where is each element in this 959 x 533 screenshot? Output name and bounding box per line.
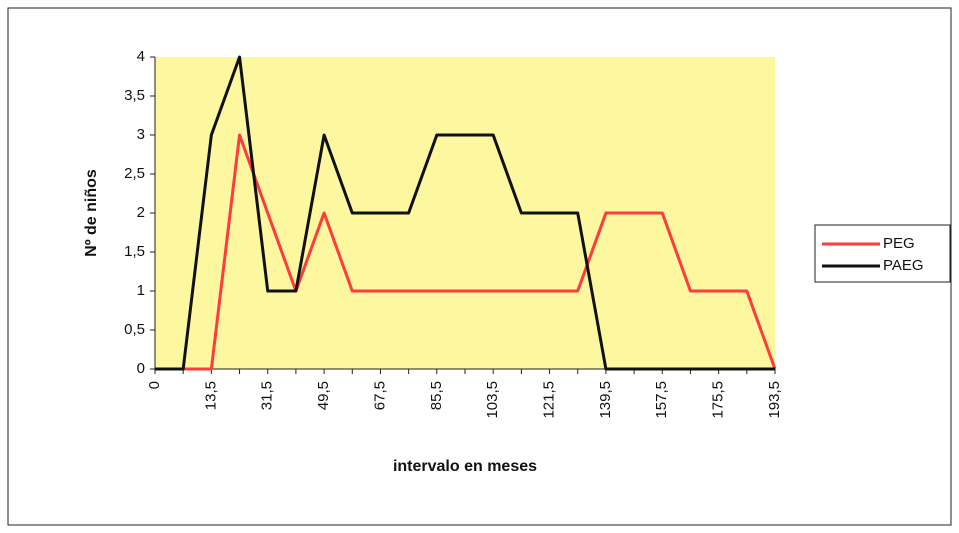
series-line	[155, 55, 775, 371]
y-tick-label: 2	[137, 204, 145, 221]
y-tick-label: 3,5	[124, 87, 145, 104]
y-tick-label: 1	[137, 282, 145, 299]
x-tick-label: 85,5	[428, 381, 445, 410]
x-tick-label: 67,5	[371, 381, 388, 410]
y-tick-label: 4	[137, 48, 145, 65]
x-tick-label: 157,5	[653, 381, 670, 419]
x-axis-title: intervalo en meses	[393, 458, 537, 475]
y-tick-label: 0	[137, 360, 145, 377]
y-tick-label: 3	[137, 126, 145, 143]
x-tick-label: 0	[146, 381, 163, 389]
y-tick-label: 0,5	[124, 321, 145, 338]
y-tick-label: 2,5	[124, 165, 145, 182]
x-tick-label: 103,5	[484, 381, 501, 419]
x-tick-label: 139,5	[597, 381, 614, 419]
x-tick-label: 175,5	[710, 381, 727, 419]
legend-box	[814, 224, 951, 283]
plot-area	[155, 57, 775, 369]
x-tick-label: 193,5	[766, 381, 783, 419]
y-axis-title: Nº de niños	[83, 169, 100, 257]
x-tick-label: 13,5	[202, 381, 219, 410]
legend-label: PAEG	[883, 257, 924, 274]
legend-label: PEG	[883, 235, 915, 252]
x-tick-label: 31,5	[259, 381, 276, 410]
x-tick-label: 49,5	[315, 381, 332, 410]
series-line	[155, 133, 777, 371]
x-tick-label: 121,5	[541, 381, 558, 419]
y-tick-label: 1,5	[124, 243, 145, 260]
